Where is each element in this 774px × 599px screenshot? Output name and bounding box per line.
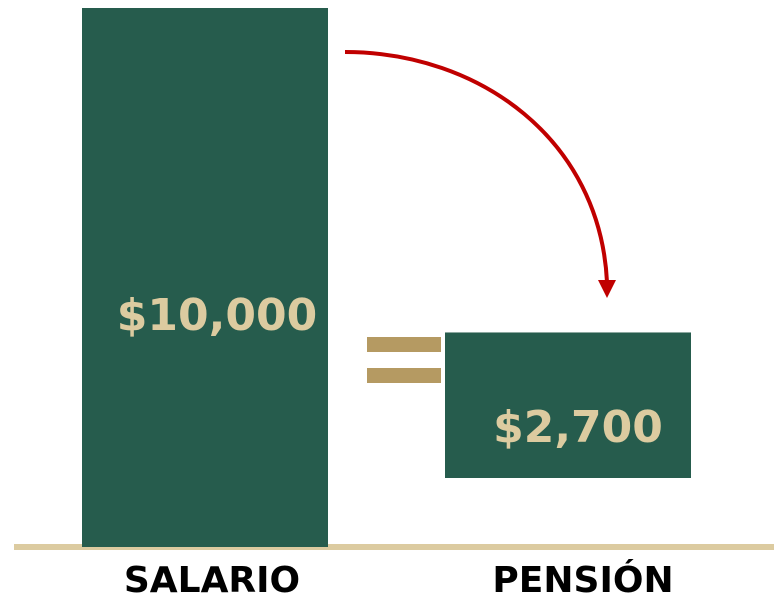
baseline bbox=[14, 544, 774, 550]
value-label: $2,700 bbox=[493, 402, 663, 453]
bar bbox=[445, 332, 691, 478]
category-label: PENSIÓN bbox=[492, 559, 673, 599]
equals-sign-top bbox=[367, 337, 441, 352]
category-label: SALARIO bbox=[124, 560, 300, 599]
equals-sign-bottom bbox=[367, 368, 441, 383]
value-label: $10,000 bbox=[117, 290, 317, 341]
arrow bbox=[344, 50, 609, 283]
bar bbox=[82, 8, 328, 547]
arrow-head bbox=[598, 280, 616, 298]
